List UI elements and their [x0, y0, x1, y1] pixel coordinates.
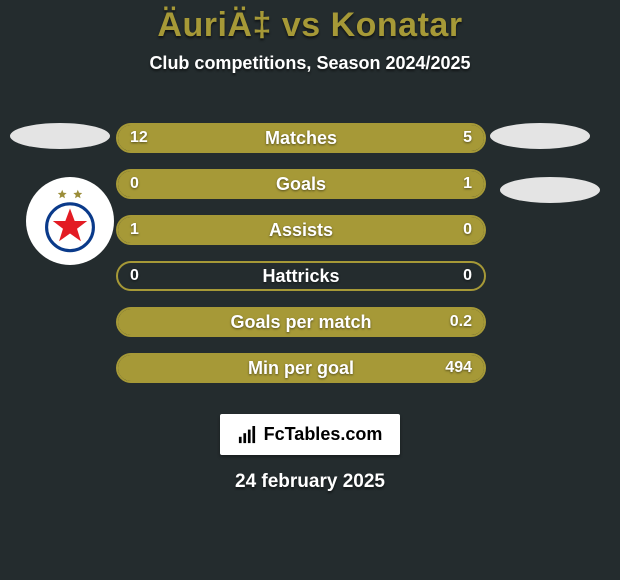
club-crest-icon: [31, 182, 109, 260]
stat-value-right: 1: [463, 171, 472, 197]
page-title: ÄuriÄ‡ vs Konatar: [0, 6, 620, 45]
stat-label: Assists: [118, 217, 484, 243]
stat-row: Min per goal494: [116, 353, 486, 383]
footer: FcTables.com 24 february 2025: [0, 396, 620, 493]
source-label: FcTables.com: [264, 424, 383, 445]
stat-value-right: 0.2: [450, 309, 472, 335]
stat-value-right: 494: [445, 355, 472, 381]
stat-row: Goals0 1: [116, 169, 486, 199]
club-logo: [26, 177, 114, 265]
source-badge: FcTables.com: [220, 414, 401, 455]
stat-row: Hattricks0 0: [116, 261, 486, 291]
stats-bars: Matches125Goals01Assists10Hattricks00Goa…: [116, 123, 486, 399]
stat-row: Goals per match0.2: [116, 307, 486, 337]
stat-row: Assists1 0: [116, 215, 486, 245]
stat-value-left: 12: [130, 125, 148, 151]
chart-icon: [238, 426, 256, 444]
stat-label: Matches: [118, 125, 484, 151]
stat-row: Matches12 5: [116, 123, 486, 153]
stat-value-left: 0: [130, 263, 139, 289]
stat-value-right: 5: [463, 125, 472, 151]
stat-value-right: 0: [463, 263, 472, 289]
stat-label: Hattricks: [118, 263, 484, 289]
stat-label: Goals per match: [118, 309, 484, 335]
player-left-placeholder: [10, 123, 110, 149]
page-subtitle: Club competitions, Season 2024/2025: [0, 53, 620, 74]
footer-date: 24 february 2025: [0, 471, 620, 493]
comparison-card: ÄuriÄ‡ vs Konatar Club competitions, Sea…: [0, 0, 620, 580]
player-right-placeholder-1: [490, 123, 590, 149]
stat-label: Min per goal: [118, 355, 484, 381]
stat-value-right: 0: [463, 217, 472, 243]
stat-value-left: 0: [130, 171, 139, 197]
stat-value-left: 1: [130, 217, 139, 243]
player-right-placeholder-2: [500, 177, 600, 203]
stat-label: Goals: [118, 171, 484, 197]
